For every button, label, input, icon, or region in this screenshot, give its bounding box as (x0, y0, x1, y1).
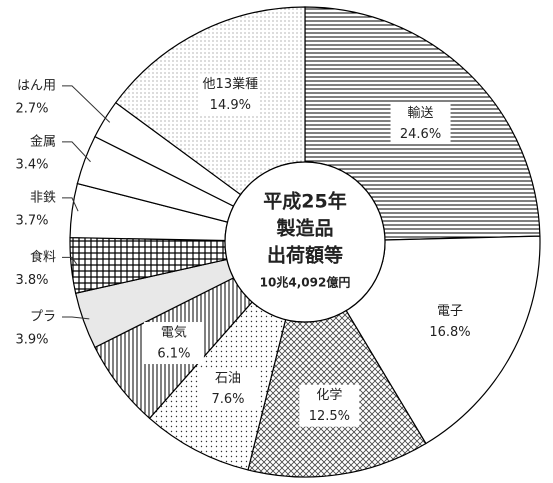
leader-line (62, 197, 79, 212)
center-hole (224, 161, 386, 323)
leader-line (62, 141, 91, 163)
value-label: 6.1% (157, 347, 190, 362)
value-label: 3.7% (15, 213, 48, 228)
value-label: 3.9% (15, 332, 48, 347)
leader-line (62, 85, 111, 123)
value-label: 2.7% (15, 101, 48, 116)
category-label: 金属 (30, 133, 56, 149)
label-background (299, 384, 360, 427)
value-label: 24.6% (400, 127, 441, 142)
category-label: 電子 (437, 304, 463, 319)
category-label: 他13業種 (203, 76, 259, 92)
center-text: 製造品 (275, 217, 333, 240)
value-label: 7.6% (212, 392, 245, 407)
label-background (143, 322, 204, 365)
category-label: 化学 (316, 387, 342, 403)
label-background (198, 367, 259, 410)
category-label: 電気 (161, 325, 187, 341)
labels: 輸送 24.6% 電子 16.8% 化学 12.5% 石油 7.6% 電気 6.1% 他13業種 14… (15, 73, 481, 427)
category-label: はん用 (17, 78, 56, 93)
value-label: 16.8% (429, 325, 470, 340)
center-text: 平成25年 (263, 190, 346, 213)
category-label: 食料 (30, 249, 56, 265)
center-text: 出荷額等 (267, 244, 343, 267)
label-background (390, 102, 451, 145)
value-label: 3.4% (15, 157, 48, 172)
category-label: 石油 (215, 371, 241, 386)
leader-line (62, 316, 90, 320)
value-label: 3.8% (15, 273, 48, 288)
label-background (200, 73, 261, 116)
center-text: 10兆4,092億円 (260, 275, 351, 290)
label-background (420, 300, 481, 343)
category-label: 輸送 (408, 106, 434, 121)
leader-line (62, 256, 78, 266)
value-label: 12.5% (309, 409, 350, 424)
category-label: プラ (30, 309, 56, 324)
category-label: 非鉄 (30, 190, 56, 205)
value-label: 14.9% (210, 98, 251, 113)
